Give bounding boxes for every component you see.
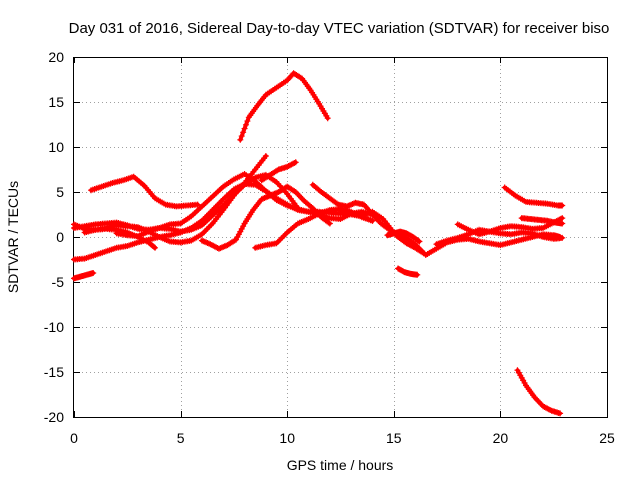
x-axis-label: GPS time / hours xyxy=(287,457,394,473)
data-point xyxy=(416,238,423,245)
plot-frame xyxy=(73,57,608,418)
y-tick-label: -20 xyxy=(44,409,64,425)
x-tick-label: 0 xyxy=(70,430,78,446)
x-tick-label: 10 xyxy=(279,430,295,446)
data-point xyxy=(414,271,421,278)
x-tick-label: 20 xyxy=(493,430,509,446)
chart-title: Day 031 of 2016, Sidereal Day-to-day VTE… xyxy=(69,20,610,37)
series-arc-07 xyxy=(113,171,301,240)
y-tick-label: 0 xyxy=(56,229,64,245)
data-point xyxy=(150,243,157,250)
data-point xyxy=(262,153,269,159)
y-tick-label: -10 xyxy=(44,319,64,335)
data-point xyxy=(241,125,248,132)
data-point xyxy=(559,220,566,227)
series-arc-09 xyxy=(237,70,331,143)
data-point xyxy=(559,234,566,241)
y-tick-label: 5 xyxy=(56,184,64,200)
axis-ticks xyxy=(74,57,608,418)
data-point xyxy=(326,220,333,227)
data-point xyxy=(369,217,376,224)
data-point xyxy=(152,244,159,251)
data-point xyxy=(244,118,251,125)
series-arc-01 xyxy=(71,270,97,282)
data-point xyxy=(557,410,564,417)
data-point xyxy=(292,159,299,166)
data-point xyxy=(559,202,566,209)
series-arc-20 xyxy=(514,367,564,417)
y-tick-label: 15 xyxy=(48,94,64,110)
series-arc-14 xyxy=(384,228,423,245)
data-series xyxy=(71,70,566,417)
y-tick-label: -5 xyxy=(52,274,65,290)
data-point xyxy=(415,237,422,244)
y-tick-label: 20 xyxy=(48,49,64,65)
data-point xyxy=(324,115,331,122)
series-arc-05 xyxy=(88,173,201,210)
y-tick-label: -15 xyxy=(44,364,64,380)
y-tick-labels: -20 -15 -10 -5 0 5 10 15 20 xyxy=(44,49,64,425)
data-point xyxy=(559,215,566,222)
series-arc-11 xyxy=(258,159,299,184)
y-axis-label: SDTVAR / TECUs xyxy=(5,181,21,293)
data-point xyxy=(90,270,97,276)
data-point xyxy=(240,129,247,136)
series-arc-19 xyxy=(518,215,566,227)
x-tick-label: 5 xyxy=(177,430,185,446)
x-tick-labels: 0 5 10 15 20 25 xyxy=(70,430,615,446)
data-point xyxy=(242,121,249,128)
data-point xyxy=(194,201,201,208)
x-tick-label: 25 xyxy=(599,430,615,446)
data-point xyxy=(237,136,244,143)
data-point xyxy=(238,133,245,140)
y-tick-label: 10 xyxy=(48,139,64,155)
series-arc-15 xyxy=(395,265,421,278)
series-arc-18 xyxy=(501,184,566,209)
x-tick-label: 15 xyxy=(386,430,402,446)
data-point xyxy=(294,205,301,212)
series-line xyxy=(515,368,563,416)
series-arc-08 xyxy=(198,183,333,252)
